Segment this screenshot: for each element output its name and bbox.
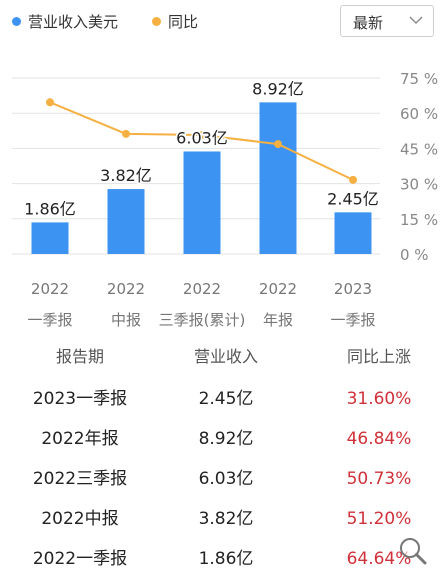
revenue-bar <box>259 102 297 254</box>
legend-dot-revenue <box>12 17 21 26</box>
row-yoy: 31.60% <box>346 389 412 409</box>
zoom-icon[interactable] <box>398 536 428 566</box>
bar-data-label: 3.82亿 <box>100 166 152 185</box>
row-yoy: 64.64% <box>346 549 412 569</box>
right-axis-tick: 0 % <box>400 246 429 264</box>
table-row[interactable]: 2022三季报 6.03亿 50.73% <box>0 460 443 500</box>
yoy-point <box>122 129 130 138</box>
row-period: 2022年报 <box>41 429 119 449</box>
row-revenue: 2.45亿 <box>198 389 254 409</box>
right-axis-tick: 15 % <box>400 211 438 229</box>
yoy-point <box>46 98 54 107</box>
x-axis-tick-period: 一季报 <box>330 311 375 329</box>
table-header: 报告期 营业收入 同比上涨 <box>0 338 443 374</box>
table-row[interactable]: 2022中报 3.82亿 51.20% <box>0 500 443 540</box>
chart-x-axis: 2022 一季报 2022 中报 2022 三季报(累计) 2022 年报 2023 一季报 <box>27 280 375 329</box>
x-axis-tick-year: 2022 <box>31 280 69 298</box>
legend-label-revenue: 营业收入美元 <box>28 13 119 31</box>
legend-dot-yoy <box>152 17 161 26</box>
yoy-point <box>349 175 357 184</box>
table-row[interactable]: 2022一季报 1.86亿 64.64% <box>0 540 443 580</box>
header-period: 报告期 <box>55 347 104 366</box>
bar-data-label: 6.03亿 <box>176 128 228 147</box>
revenue-bar <box>183 151 221 254</box>
row-revenue: 8.92亿 <box>198 429 254 449</box>
header-yoy: 同比上涨 <box>346 347 411 366</box>
chart-yoy-line <box>46 98 357 184</box>
x-axis-tick-year: 2022 <box>259 280 297 298</box>
row-revenue: 1.86亿 <box>198 549 254 569</box>
legend-item-yoy[interactable]: 同比 <box>152 11 198 32</box>
legend-label-yoy: 同比 <box>168 13 199 31</box>
x-axis-tick-period: 一季报 <box>27 311 72 329</box>
table-row[interactable]: 2023一季报 2.45亿 31.60% <box>0 380 443 420</box>
x-axis-tick-period: 年报 <box>263 311 293 329</box>
legend-item-revenue[interactable]: 营业收入美元 <box>12 11 118 32</box>
row-yoy: 46.84% <box>346 429 412 449</box>
revenue-chart: 1.86亿 3.82亿 6.03亿 8.92亿 2.45亿 0 % 15 % 30 % 45 … <box>12 70 438 329</box>
x-axis-tick-year: 2022 <box>107 280 145 298</box>
row-period: 2022三季报 <box>32 469 128 489</box>
row-yoy: 50.73% <box>346 469 412 489</box>
row-period: 2023一季报 <box>32 389 128 409</box>
x-axis-tick-year: 2022 <box>183 280 221 298</box>
x-axis-tick-period: 三季报(累计) <box>159 311 246 329</box>
right-axis-tick: 75 % <box>400 70 438 88</box>
right-axis-tick: 60 % <box>400 105 438 123</box>
chevron-down-icon <box>409 16 423 24</box>
yoy-point <box>198 130 206 139</box>
yoy-point <box>274 140 282 149</box>
x-axis-tick-year: 2023 <box>334 280 372 298</box>
row-revenue: 3.82亿 <box>198 509 254 529</box>
row-revenue: 6.03亿 <box>198 469 254 489</box>
row-period: 2022一季报 <box>32 549 128 569</box>
table-row[interactable]: 2022年报 8.92亿 46.84% <box>0 420 443 460</box>
revenue-bar <box>31 222 69 254</box>
chart-legend: 营业收入美元 同比 <box>0 0 320 40</box>
period-select-value: 最新 <box>353 14 384 32</box>
chart-bars <box>31 102 372 254</box>
bar-data-label: 8.92亿 <box>252 79 304 98</box>
revenue-bar <box>107 189 145 254</box>
right-axis-tick: 45 % <box>400 140 438 158</box>
bar-data-label: 2.45亿 <box>327 189 379 208</box>
period-select[interactable]: 最新 <box>340 5 434 37</box>
row-period: 2022中报 <box>41 509 119 529</box>
x-axis-tick-period: 中报 <box>111 311 141 329</box>
row-yoy: 51.20% <box>346 509 412 529</box>
bar-data-label: 1.86亿 <box>24 199 76 218</box>
header-revenue: 营业收入 <box>193 347 258 366</box>
chart-right-axis: 0 % 15 % 30 % 45 % 60 % 75 % <box>400 70 438 264</box>
right-axis-tick: 30 % <box>400 176 438 194</box>
chart-data-labels: 1.86亿 3.82亿 6.03亿 8.92亿 2.45亿 <box>23 78 381 220</box>
revenue-bar <box>334 212 372 254</box>
